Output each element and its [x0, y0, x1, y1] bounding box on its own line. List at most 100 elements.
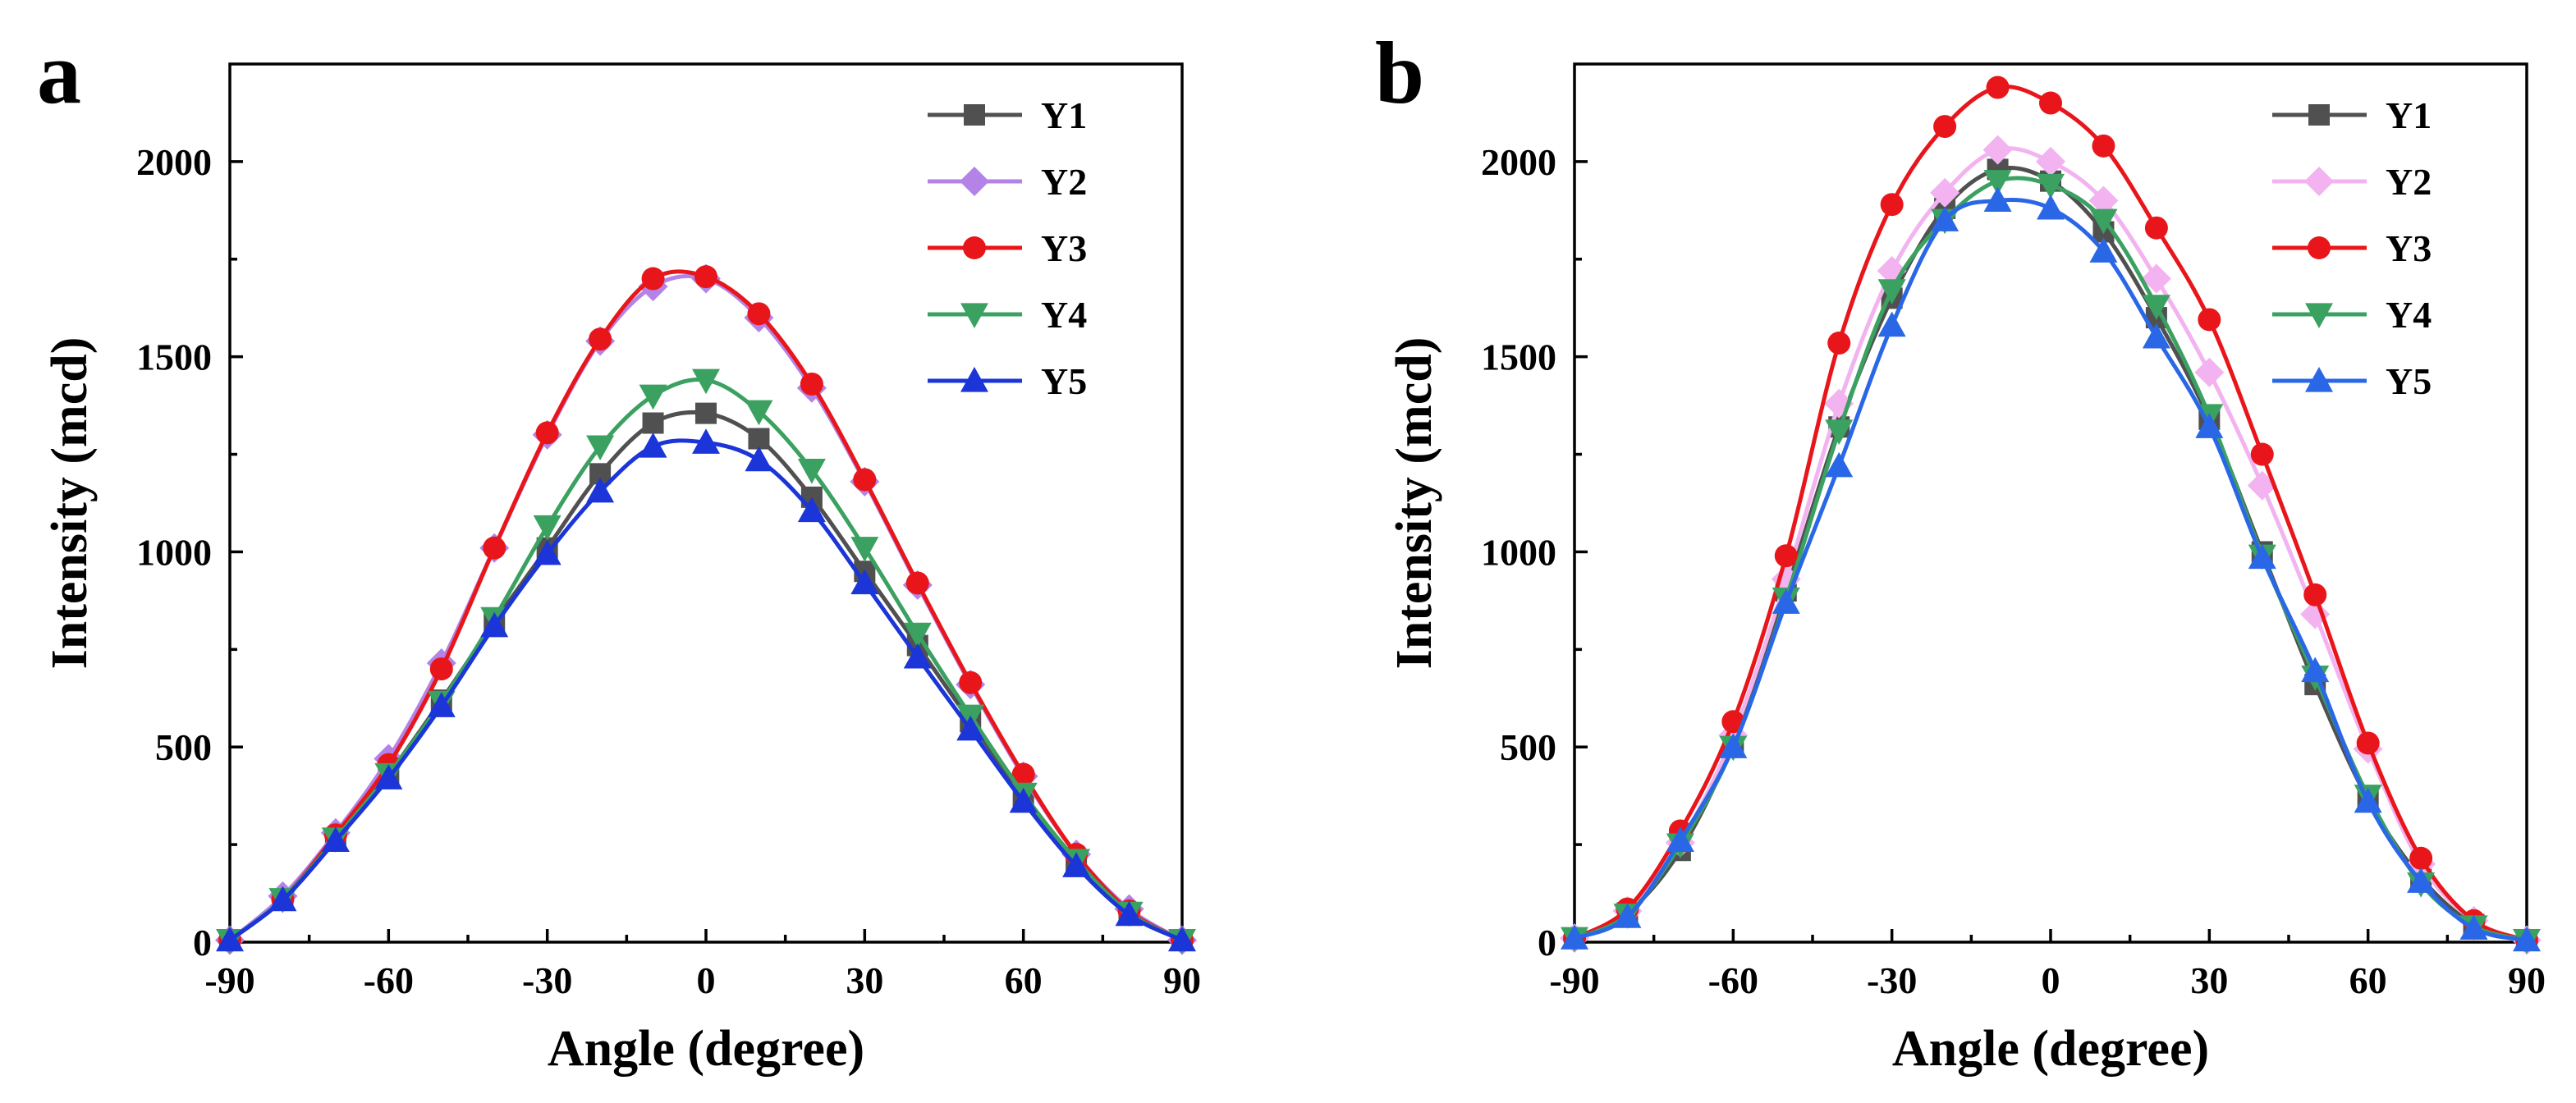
- legend-label-Y5: Y5: [2386, 360, 2432, 402]
- x-tick-label: 90: [1163, 959, 1201, 1001]
- data-point-Y1: [695, 402, 717, 424]
- x-tick-label: -30: [1867, 959, 1917, 1001]
- data-point-Y2: [2141, 263, 2171, 294]
- data-point-Y5: [956, 715, 985, 741]
- data-point-Y5: [321, 826, 350, 852]
- legend-label-Y2: Y2: [1041, 161, 1087, 203]
- data-point-Y2: [2036, 146, 2065, 176]
- data-point-Y2: [2088, 185, 2119, 216]
- data-point-Y3: [2092, 134, 2115, 158]
- x-tick-label: -60: [1708, 959, 1758, 1001]
- data-point-Y4: [1983, 170, 2012, 195]
- x-axis-title: Angle (degree): [1892, 1021, 2209, 1077]
- data-point-Y4: [1825, 419, 1854, 446]
- y-tick-label: 1000: [136, 531, 212, 573]
- chart-panel-b: -90 -60 -30 0 30 60 90 0 500 1000 1500 2000 Angle (d…: [1387, 62, 2546, 1077]
- data-point-Y5: [2407, 867, 2436, 893]
- data-point-Y4: [903, 622, 932, 648]
- data-point-Y5: [427, 692, 456, 717]
- data-point-Y3: [2303, 583, 2327, 606]
- data-point-Y5: [374, 764, 403, 789]
- data-point-Y4: [797, 458, 826, 484]
- legend-marker-Y3: [2308, 236, 2331, 259]
- x-tick-label: 90: [2508, 959, 2546, 1001]
- panel-label-a: a: [37, 25, 81, 122]
- series-line-Y5: [230, 438, 1182, 942]
- x-tick-label: 0: [697, 959, 716, 1001]
- x-tick-label: 0: [2042, 959, 2060, 1001]
- data-point-Y4: [692, 368, 720, 395]
- data-point-Y4: [2142, 295, 2170, 320]
- legend-label-Y4: Y4: [1041, 294, 1087, 336]
- x-tick-label: -60: [364, 959, 414, 1001]
- legend-marker-Y5: [960, 367, 988, 392]
- data-point-Y5: [2089, 237, 2118, 263]
- y-tick-label: 1500: [136, 336, 212, 378]
- x-tick-label: -30: [522, 959, 572, 1001]
- data-point-Y5: [2301, 657, 2330, 683]
- data-point-Y3: [1827, 332, 1851, 355]
- y-tick-label: 500: [1500, 726, 1556, 768]
- data-point-Y1: [642, 412, 664, 434]
- x-tick-label: -90: [204, 959, 254, 1001]
- data-point-Y3: [2144, 216, 2168, 240]
- x-tick-label: 60: [2349, 959, 2387, 1001]
- series-Y1: [1564, 158, 2537, 951]
- data-point-Y3: [2409, 846, 2433, 870]
- x-tick-label: 60: [1005, 959, 1043, 1001]
- legend-label-Y5: Y5: [1041, 360, 1087, 402]
- data-point-Y3: [1774, 544, 1798, 568]
- legend-label-Y4: Y4: [2386, 294, 2432, 336]
- legend-marker-Y4: [960, 303, 988, 328]
- data-point-Y3: [2250, 442, 2274, 466]
- data-point-Y3: [694, 265, 717, 289]
- data-point-Y2: [1982, 135, 2013, 165]
- data-point-Y5: [1009, 787, 1038, 813]
- series-line-Y1: [230, 410, 1182, 942]
- data-point-Y5: [586, 477, 615, 503]
- legend: Y1 Y2 Y3 Y4 Y5: [928, 94, 1087, 402]
- data-point-Y3: [1880, 193, 1904, 217]
- data-point-Y3: [2356, 731, 2380, 755]
- data-point-Y5: [903, 643, 932, 669]
- data-point-Y5: [1931, 206, 1960, 231]
- series-line-Y2: [1574, 146, 2527, 942]
- series-Y4: [1561, 170, 2541, 954]
- data-point-Y5: [216, 926, 244, 952]
- legend-label-Y3: Y3: [1041, 227, 1087, 269]
- data-point-Y5: [2195, 413, 2224, 438]
- data-point-Y2: [2300, 599, 2331, 629]
- data-point-Y5: [1168, 926, 1196, 952]
- data-point-Y5: [1115, 900, 1144, 927]
- data-point-Y2: [1930, 177, 1960, 208]
- series-Y1: [219, 402, 1193, 951]
- data-point-Y5: [2142, 323, 2170, 349]
- data-point-Y4: [639, 384, 667, 410]
- x-axis-title: Angle (degree): [548, 1021, 864, 1077]
- data-point-Y5: [480, 611, 509, 638]
- data-point-Y1: [748, 428, 770, 450]
- data-point-Y3: [853, 468, 877, 492]
- series-Y4: [216, 368, 1196, 954]
- legend: Y1 Y2 Y3 Y4 Y5: [2272, 94, 2432, 402]
- data-point-Y5: [1666, 826, 1694, 852]
- data-point-Y4: [586, 435, 615, 461]
- data-point-Y5: [639, 433, 667, 458]
- data-point-Y5: [533, 539, 561, 565]
- series-line-Y4: [230, 378, 1182, 942]
- legend-label-Y3: Y3: [2386, 227, 2432, 269]
- data-point-Y5: [1561, 924, 1588, 950]
- data-point-Y5: [2513, 926, 2541, 952]
- data-point-Y5: [1825, 451, 1854, 478]
- data-point-Y3: [483, 536, 506, 560]
- data-point-Y3: [1986, 76, 2010, 99]
- legend-marker-Y5: [2305, 367, 2333, 392]
- data-point-Y3: [1721, 710, 1745, 734]
- data-point-Y5: [1772, 588, 1800, 614]
- legend-marker-Y1: [964, 104, 985, 126]
- legend-label-Y2: Y2: [2386, 161, 2432, 203]
- series-Y5: [216, 428, 1196, 952]
- data-point-Y3: [800, 372, 823, 396]
- data-point-Y5: [692, 428, 720, 454]
